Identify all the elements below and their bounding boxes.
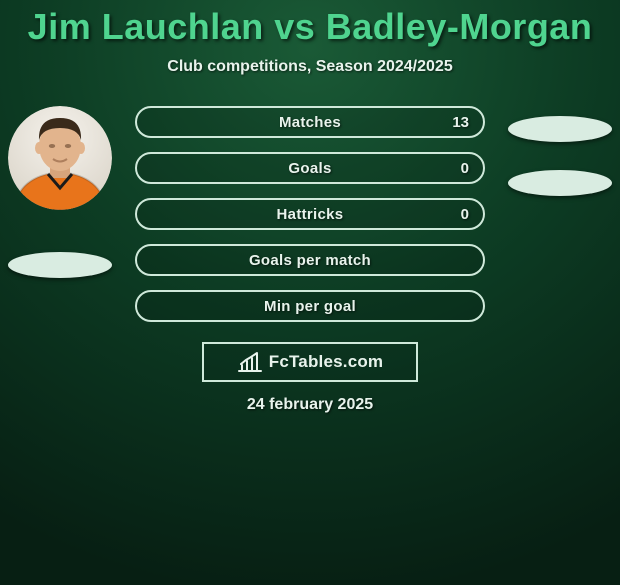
stat-label: Min per goal <box>264 298 356 315</box>
stats-column: Matches 13 Goals 0 Hattricks 0 Goals per… <box>120 106 500 322</box>
footer-date: 24 february 2025 <box>247 396 373 414</box>
left-player-col <box>0 106 120 322</box>
page-subtitle: Club competitions, Season 2024/2025 <box>167 58 452 76</box>
stat-row-matches: Matches 13 <box>135 106 485 138</box>
stat-value-right: 0 <box>461 160 469 177</box>
player-left-avatar <box>8 106 112 210</box>
branding-text: FcTables.com <box>269 352 384 372</box>
comparison-area: Matches 13 Goals 0 Hattricks 0 Goals per… <box>0 106 620 322</box>
stat-value-right: 0 <box>461 206 469 223</box>
stat-label: Hattricks <box>277 206 344 223</box>
player-right-shadow-2 <box>508 170 612 196</box>
branding-box: FcTables.com <box>202 342 418 382</box>
stat-row-goals: Goals 0 <box>135 152 485 184</box>
player-left-shadow <box>8 252 112 278</box>
stat-label: Goals <box>288 160 331 177</box>
stat-label: Matches <box>279 114 341 131</box>
stat-row-hattricks: Hattricks 0 <box>135 198 485 230</box>
page-title: Jim Lauchlan vs Badley-Morgan <box>28 6 593 48</box>
stat-row-goals-per-match: Goals per match <box>135 244 485 276</box>
player-right-shadow-1 <box>508 116 612 142</box>
stat-row-min-per-goal: Min per goal <box>135 290 485 322</box>
stat-value-right: 13 <box>452 114 469 131</box>
chart-icon <box>237 351 263 373</box>
right-player-col <box>500 106 620 322</box>
stat-label: Goals per match <box>249 252 371 269</box>
